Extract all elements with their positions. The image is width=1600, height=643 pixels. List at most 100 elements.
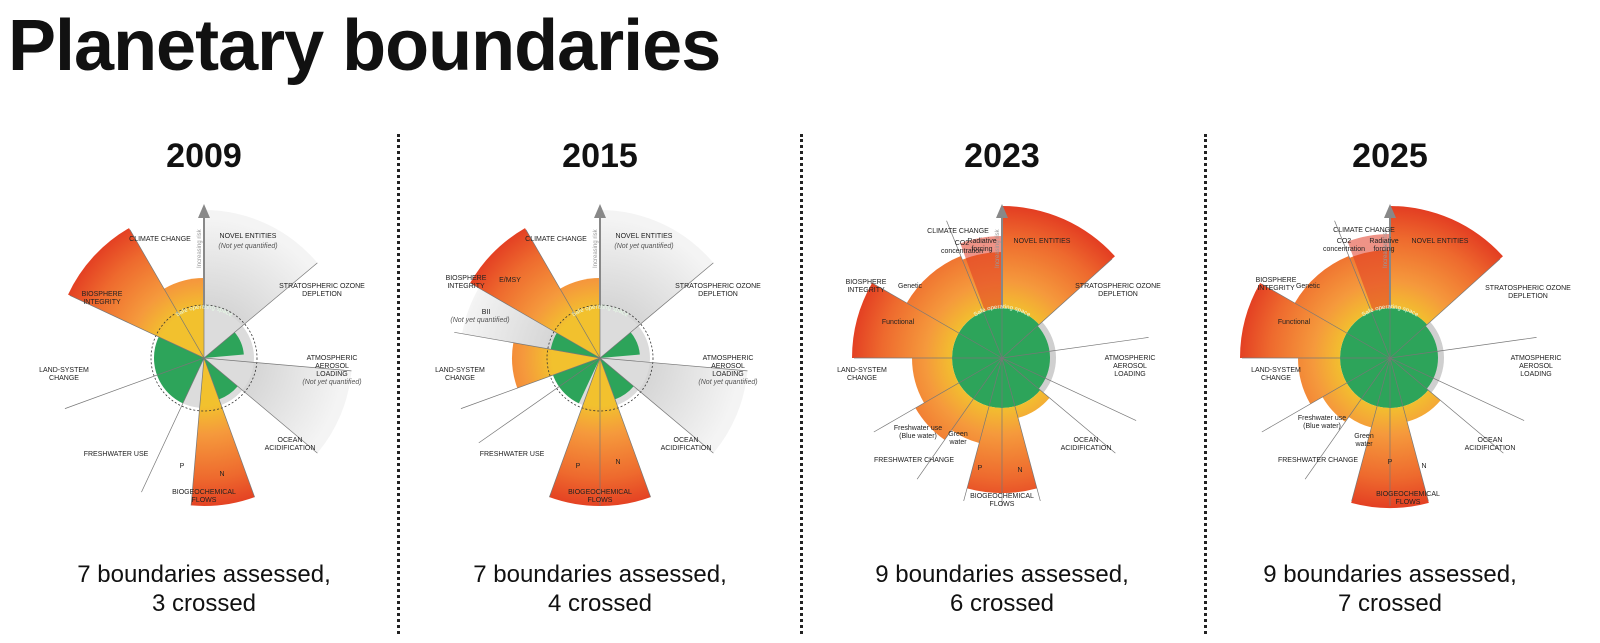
boundary-label-line: OCEAN [1478,437,1503,444]
risk-axis-arrowhead [198,204,210,218]
panel-year: 2025 [1352,137,1428,175]
boundary-label-line: N [219,471,224,478]
boundary-spoke [946,220,1003,359]
panel-2025: 2025 Increasing risk Safe operating space… [1190,134,1590,634]
boundary-spoke [203,357,255,498]
boundary-label: P [1388,459,1393,466]
boundary-spoke [549,357,601,498]
boundary-label-line: Functional [1278,319,1311,326]
dotted-divider [1204,134,1207,634]
boundary-label-line: NOVEL ENTITIES [220,233,277,240]
boundary-label-line: OCEAN [674,437,699,444]
boundary-spoke [1389,357,1429,502]
boundary-label-line: NOVEL ENTITIES [1014,238,1071,245]
boundary-label: Green water [948,431,968,446]
boundary-spoke [916,357,1003,480]
dotted-divider [397,134,400,634]
boundary-label-line: DEPLETION [1098,291,1138,298]
boundary-label-line: CLIMATE CHANGE [525,236,587,243]
radiative-forcing-wedge [1347,234,1390,312]
boundary-label: Functional [882,319,915,326]
boundary-label: OCEAN ACIDIFICATION [1061,437,1112,452]
blue-water-wedge [915,383,974,440]
boundary-label-line: STRATOSPHERIC OZONE [279,283,365,290]
nitrogen-wedge [191,358,255,507]
emsy-wedge [470,228,600,358]
boundary-label-line: (Not yet quantified) [302,379,361,386]
boundary-spoke [454,331,601,359]
ozone-safe-wedge [204,332,244,358]
boundary-label-line: LAND-SYSTEM [435,367,485,374]
climate-change-wedge [164,278,204,358]
summary-assessed: 9 boundaries assessed, [1263,561,1517,588]
boundary-spoke [460,357,601,409]
boundary-label: Functional [1278,319,1311,326]
boundary-label: CLIMATE CHANGE [1333,227,1395,234]
boundary-label-line: LOADING [1114,371,1146,378]
boundary-label-line: DEPLETION [302,291,342,298]
boundary-label-line: AEROSOL [711,363,745,370]
boundary-label-line: FLOWS [990,501,1015,508]
ocean-safe-wedge [204,358,238,400]
boundary-spoke [69,295,205,359]
boundary-spoke [1001,357,1137,421]
boundary-label: NOVEL ENTITIES [220,233,277,240]
boundary-spoke [203,357,318,454]
boundary-label-line: INTEGRITY [83,299,121,306]
boundary-spoke [1389,357,1525,421]
risk-axis-arrowhead [1384,204,1396,218]
boundary-label-line: BIOGEOCHEMICAL [172,489,236,496]
boundary-label-line: CHANGE [49,375,79,382]
boundary-spoke [478,357,601,444]
boundary-label-line: AEROSOL [1113,363,1147,370]
boundary-spoke [1001,337,1149,359]
boundary-label-line: BIOGEOCHEMICAL [1376,491,1440,498]
novel-entities-wedge [1390,206,1503,325]
boundary-label: LAND-SYSTEM CHANGE [435,367,485,382]
boundary-spoke [203,357,352,372]
boundary-label-line: N [1017,467,1022,474]
boundary-label: N [1017,467,1022,474]
summary-assessed: 7 boundaries assessed, [473,561,727,588]
boundary-label: FRESHWATER CHANGE [874,457,954,464]
boundary-spoke [190,357,205,506]
boundary-spoke [599,357,651,498]
boundary-spoke [1261,283,1391,359]
boundary-label: (Not yet quantified) [218,243,277,250]
boundary-label-line: P [180,463,185,470]
panel-year: 2015 [562,137,638,175]
panel-summary: 9 boundaries assessed, 6 crossed [802,560,1202,618]
boundary-label-line: BII [482,309,491,316]
summary-crossed: 6 crossed [949,590,1055,617]
boundary-label: N [219,471,224,478]
boundary-spoke [1351,357,1391,502]
panel-2015: 2015 Increasing risk Safe operating space… [400,134,800,634]
boundary-label-line: (Not yet quantified) [698,379,757,386]
boundary-spoke [1389,337,1537,359]
boundary-label-line: CO2 [955,240,970,247]
biosphere-functional-wedge [852,283,959,358]
boundary-label-line: FLOWS [1396,499,1421,506]
boundary-label-line: CLIMATE CHANGE [129,236,191,243]
globe-edge [1425,321,1444,393]
boundary-label-line: STRATOSPHERIC OZONE [675,283,761,290]
boundary-label: CO2 concentration [1323,238,1365,253]
boundary-label-line: FRESHWATER USE [480,451,545,458]
boundary-label-line: STRATOSPHERIC OZONE [1075,283,1161,290]
boundary-label: BIOGEOCHEMICAL FLOWS [172,489,236,504]
boundary-label: OCEAN ACIDIFICATION [265,437,316,452]
boundary-spoke [64,357,205,409]
boundary-label-line: water [948,439,967,446]
boundary-label: BIOSPHERE INTEGRITY [82,291,123,306]
boundary-label: BIOSPHERE INTEGRITY [846,279,887,294]
boundary-label: E/MSY [499,277,521,284]
climate-change-wedge [560,278,600,358]
boundary-label-line: P [576,463,581,470]
boundary-spoke [1389,357,1504,454]
boundary-label: FRESHWATER CHANGE [1278,457,1358,464]
boundary-label-line: LOADING [712,371,744,378]
boundary-label: BIOSPHERE INTEGRITY [446,275,487,290]
